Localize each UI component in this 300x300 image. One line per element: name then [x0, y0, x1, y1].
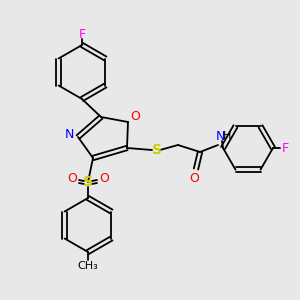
Text: F: F: [78, 28, 85, 41]
Text: O: O: [130, 110, 140, 124]
Text: O: O: [99, 172, 109, 185]
Text: O: O: [189, 172, 199, 184]
Text: N: N: [215, 130, 225, 142]
Text: N: N: [64, 128, 74, 142]
Text: F: F: [281, 142, 289, 154]
Text: H: H: [223, 131, 231, 141]
Text: O: O: [67, 172, 77, 185]
Text: S: S: [152, 143, 162, 157]
Text: S: S: [83, 175, 93, 189]
Text: CH₃: CH₃: [78, 261, 98, 271]
